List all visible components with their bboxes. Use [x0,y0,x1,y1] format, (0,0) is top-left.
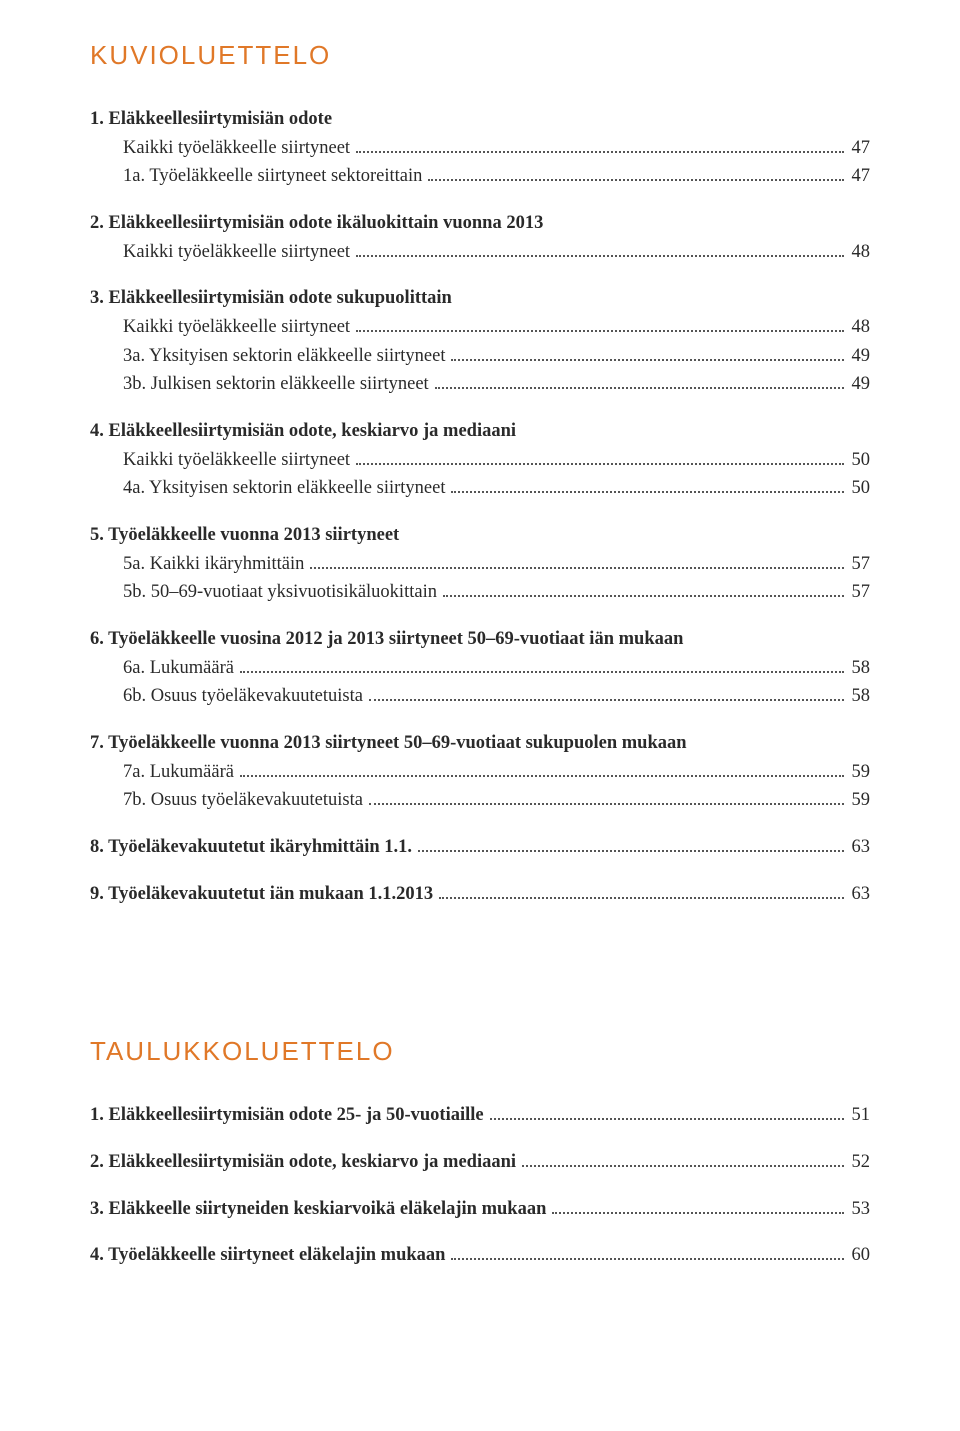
leader-dots [451,1258,843,1260]
toc-page: 58 [852,654,871,683]
toc-subentry-label: 3a. Yksityisen sektorin eläkkeelle siirt… [123,342,445,371]
toc-subentry: 5a. Kaikki ikäryhmittäin 57 [90,550,870,579]
leader-dots [490,1118,844,1120]
toc-subentry: 5b. 50–69-vuotiaat yksivuotisikäluokitta… [90,578,870,607]
figure-list: 1. Eläkkeellesiirtymisiän odote Kaikki t… [90,105,870,908]
toc-page: 49 [852,342,871,371]
leader-dots [522,1165,843,1167]
toc-subentry-label: Kaikki työeläkkeelle siirtyneet [123,238,350,267]
toc-entry-label: 2. Eläkkeellesiirtymisiän odote, keskiar… [90,1148,516,1177]
toc-page: 59 [852,758,871,787]
leader-dots [552,1212,843,1214]
toc-page: 63 [852,833,871,862]
toc-page: 52 [852,1148,871,1177]
toc-subentry-label: Kaikki työeläkkeelle siirtyneet [123,313,350,342]
leader-dots [310,567,843,569]
toc-subentry: 6b. Osuus työeläkevakuutetuista 58 [90,682,870,711]
toc-page: 58 [852,682,871,711]
toc-subentry-label: 7a. Lukumäärä [123,758,234,787]
leader-dots [356,330,843,332]
toc-subentry: 3a. Yksityisen sektorin eläkkeelle siirt… [90,342,870,371]
leader-dots [356,255,843,257]
leader-dots [435,387,844,389]
toc-subentry-label: 6a. Lukumäärä [123,654,234,683]
leader-dots [439,897,843,899]
section-spacer [90,926,870,1036]
toc-entry-label: 1. Eläkkeellesiirtymisiän odote 25- ja 5… [90,1101,484,1130]
toc-page: 63 [852,880,871,909]
toc-item: 3. Eläkkeellesiirtymisiän odote sukupuol… [90,284,870,399]
toc-item: 2. Eläkkeellesiirtymisiän odote ikäluoki… [90,209,870,266]
toc-subentry: 4a. Yksityisen sektorin eläkkeelle siirt… [90,474,870,503]
toc-page: 48 [852,313,871,342]
section-title-taulukkoluettelo: TAULUKKOLUETTELO [90,1036,870,1067]
toc-entry-label: 7. Työeläkkeelle vuonna 2013 siirtyneet … [90,729,687,758]
toc-entry-label: 3. Eläkkeellesiirtymisiän odote sukupuol… [90,284,452,313]
leader-dots [369,803,844,805]
toc-item: 4. Eläkkeellesiirtymisiän odote, keskiar… [90,417,870,503]
toc-page: 59 [852,786,871,815]
toc-subentry-label: 6b. Osuus työeläkevakuutetuista [123,682,363,711]
toc-page: 50 [852,446,871,475]
toc-entry-label: 8. Työeläkevakuutetut ikäryhmittäin 1.1. [90,833,412,862]
toc-page: 60 [852,1241,871,1270]
section-title-kuvioluettelo: KUVIOLUETTELO [90,40,870,71]
leader-dots [356,463,843,465]
toc-item: 9. Työeläkevakuutetut iän mukaan 1.1.201… [90,880,870,909]
toc-subentry: 3b. Julkisen sektorin eläkkeelle siirtyn… [90,370,870,399]
toc-subentry: 6a. Lukumäärä 58 [90,654,870,683]
toc-item: 4. Työeläkkeelle siirtyneet eläkelajin m… [90,1241,870,1270]
toc-page: 49 [852,370,871,399]
toc-item: 1. Eläkkeellesiirtymisiän odote Kaikki t… [90,105,870,191]
toc-entry-label: 4. Työeläkkeelle siirtyneet eläkelajin m… [90,1241,445,1270]
toc-subentry-label: 5b. 50–69-vuotiaat yksivuotisikäluokitta… [123,578,437,607]
leader-dots [356,151,843,153]
leader-dots [451,491,843,493]
toc-item: 2. Eläkkeellesiirtymisiän odote, keskiar… [90,1148,870,1177]
toc-page: 47 [852,162,871,191]
toc-entry-label: 6. Työeläkkeelle vuosina 2012 ja 2013 si… [90,625,683,654]
toc-page: 53 [852,1195,871,1224]
toc-entry-label: 5. Työeläkkeelle vuonna 2013 siirtyneet [90,521,399,550]
toc-item: 1. Eläkkeellesiirtymisiän odote 25- ja 5… [90,1101,870,1130]
toc-subentry: Kaikki työeläkkeelle siirtyneet 48 [90,238,870,267]
toc-entry-label: 9. Työeläkevakuutetut iän mukaan 1.1.201… [90,880,433,909]
toc-item: 8. Työeläkevakuutetut ikäryhmittäin 1.1.… [90,833,870,862]
toc-subentry: Kaikki työeläkkeelle siirtyneet 47 [90,134,870,163]
leader-dots [418,850,843,852]
leader-dots [240,671,844,673]
toc-entry-label: 2. Eläkkeellesiirtymisiän odote ikäluoki… [90,209,543,238]
toc-entry-label: 3. Eläkkeelle siirtyneiden keskiarvoikä … [90,1195,546,1224]
table-list: 1. Eläkkeellesiirtymisiän odote 25- ja 5… [90,1101,870,1270]
toc-page: 51 [852,1101,871,1130]
toc-subentry-label: 7b. Osuus työeläkevakuutetuista [123,786,363,815]
toc-entry-label: 4. Eläkkeellesiirtymisiän odote, keskiar… [90,417,516,446]
toc-item: 3. Eläkkeelle siirtyneiden keskiarvoikä … [90,1195,870,1224]
toc-entry-label: 1. Eläkkeellesiirtymisiän odote [90,105,332,134]
toc-item: 6. Työeläkkeelle vuosina 2012 ja 2013 si… [90,625,870,711]
toc-subentry: Kaikki työeläkkeelle siirtyneet 50 [90,446,870,475]
toc-subentry: 1a. Työeläkkeelle siirtyneet sektoreitta… [90,162,870,191]
toc-subentry-label: 3b. Julkisen sektorin eläkkeelle siirtyn… [123,370,429,399]
toc-subentry-label: Kaikki työeläkkeelle siirtyneet [123,134,350,163]
toc-item: 5. Työeläkkeelle vuonna 2013 siirtyneet … [90,521,870,607]
toc-page: 48 [852,238,871,267]
toc-page: 50 [852,474,871,503]
toc-item: 7. Työeläkkeelle vuonna 2013 siirtyneet … [90,729,870,815]
toc-subentry-label: 1a. Työeläkkeelle siirtyneet sektoreitta… [123,162,422,191]
leader-dots [443,595,844,597]
toc-subentry-label: 5a. Kaikki ikäryhmittäin [123,550,304,579]
toc-subentry-label: 4a. Yksityisen sektorin eläkkeelle siirt… [123,474,445,503]
toc-subentry-label: Kaikki työeläkkeelle siirtyneet [123,446,350,475]
toc-page: 57 [852,550,871,579]
toc-subentry: 7b. Osuus työeläkevakuutetuista 59 [90,786,870,815]
toc-page: 57 [852,578,871,607]
leader-dots [428,179,843,181]
leader-dots [240,775,844,777]
leader-dots [451,359,843,361]
toc-page: 47 [852,134,871,163]
leader-dots [369,699,844,701]
toc-subentry: Kaikki työeläkkeelle siirtyneet 48 [90,313,870,342]
toc-subentry: 7a. Lukumäärä 59 [90,758,870,787]
